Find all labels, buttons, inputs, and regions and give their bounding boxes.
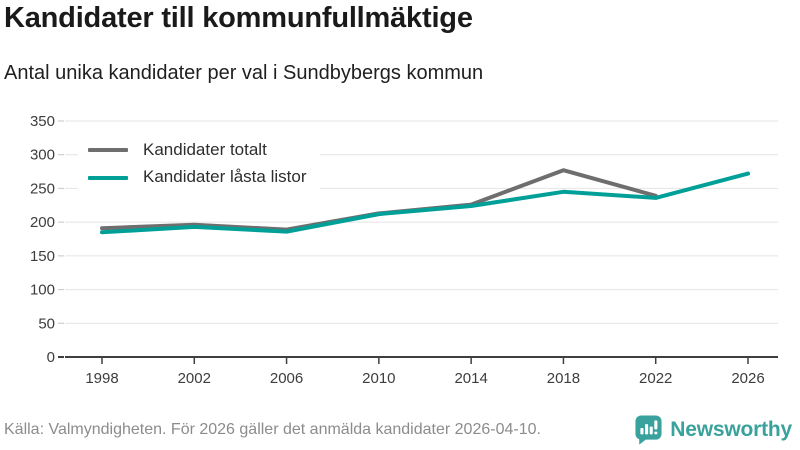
svg-text:1998: 1998 [85, 370, 118, 387]
chart-subtitle: Antal unika kandidater per val i Sundbyb… [4, 62, 484, 84]
svg-text:200: 200 [30, 214, 55, 231]
legend-label: Kandidater totalt [143, 140, 267, 159]
svg-text:2014: 2014 [454, 370, 487, 387]
legend-label: Kandidater låsta listor [143, 167, 307, 187]
newsworthy-speech-bubble-chart-icon [635, 415, 662, 445]
svg-text:2018: 2018 [547, 370, 580, 387]
svg-text:0: 0 [47, 349, 55, 366]
svg-text:2002: 2002 [178, 370, 211, 387]
chart-area: 0 50 100 150 200 250 300 350 1998 2002 2006 2010 201… [0, 105, 800, 405]
svg-text:50: 50 [38, 315, 55, 332]
legend-item-lasta-listor: Kandidater låsta listor [88, 167, 306, 187]
svg-text:300: 300 [30, 147, 55, 164]
legend-line-swatch-gray [88, 148, 128, 153]
chart-svg: 0 50 100 150 200 250 300 350 1998 2002 2006 2010 201… [30, 113, 778, 387]
footer: Källa: Valmyndigheten. För 2026 gäller d… [0, 414, 800, 445]
chart-legend: Kandidater totalt Kandidater låsta listo… [78, 135, 321, 195]
svg-text:2010: 2010 [362, 370, 395, 387]
page-title: Kandidater till kommunfullmäktige [4, 2, 473, 34]
legend-item-totalt: Kandidater totalt [88, 140, 306, 160]
svg-text:2006: 2006 [270, 370, 303, 387]
brand-wordmark: Newsworthy [670, 417, 792, 441]
source-note: Källa: Valmyndigheten. För 2026 gäller d… [4, 420, 541, 438]
svg-text:100: 100 [30, 282, 55, 299]
svg-text:250: 250 [30, 180, 55, 197]
newsworthy-logo: Newsworthy [634, 414, 792, 445]
svg-text:2022: 2022 [639, 370, 672, 387]
svg-text:150: 150 [30, 248, 55, 265]
svg-text:2026: 2026 [731, 370, 764, 387]
legend-line-swatch-teal [88, 175, 128, 180]
svg-text:350: 350 [30, 113, 55, 130]
